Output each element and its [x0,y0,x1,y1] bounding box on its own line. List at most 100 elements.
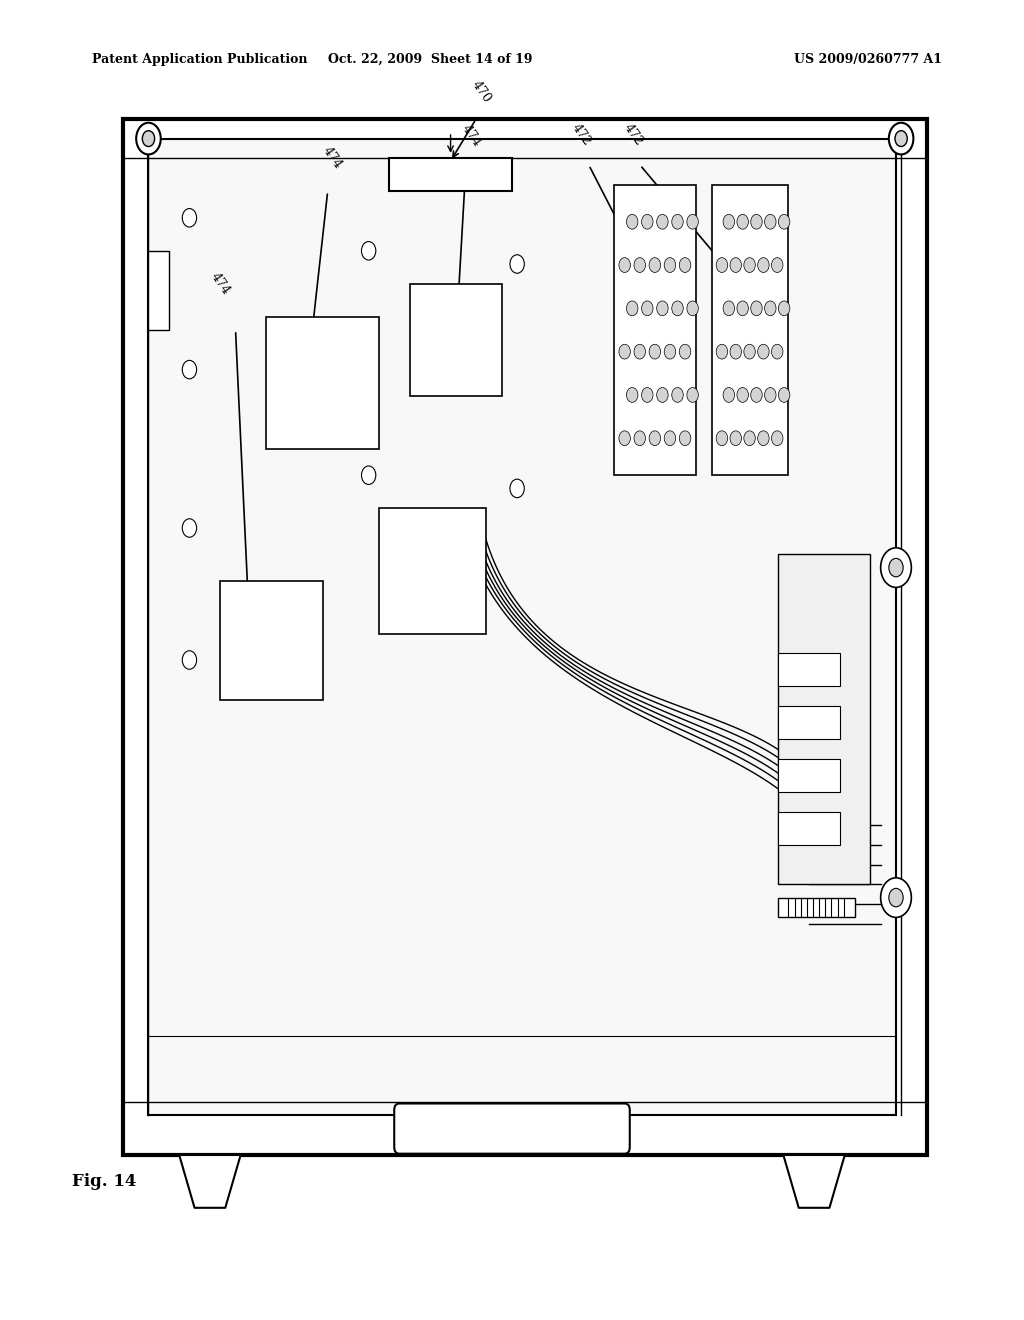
Circle shape [723,388,734,403]
Circle shape [737,301,749,315]
Text: 474: 474 [208,271,232,297]
FancyBboxPatch shape [778,653,840,686]
Circle shape [618,257,631,272]
Circle shape [665,257,676,272]
FancyBboxPatch shape [123,119,927,1155]
Circle shape [136,123,161,154]
Circle shape [679,345,691,359]
Text: 470: 470 [469,79,494,106]
FancyBboxPatch shape [778,554,870,884]
Circle shape [634,345,645,359]
FancyBboxPatch shape [778,812,840,845]
Circle shape [649,257,660,272]
Text: 474: 474 [459,123,483,149]
Circle shape [687,388,698,403]
Circle shape [642,214,653,230]
FancyBboxPatch shape [778,898,855,917]
FancyBboxPatch shape [220,581,323,700]
Circle shape [771,257,783,272]
Circle shape [656,388,668,403]
Circle shape [723,214,734,230]
Circle shape [778,388,790,403]
Circle shape [716,257,728,272]
Circle shape [758,430,769,446]
Circle shape [618,430,631,446]
Circle shape [361,466,376,484]
Circle shape [743,430,756,446]
FancyBboxPatch shape [266,317,379,449]
Circle shape [730,430,741,446]
Circle shape [716,345,728,359]
Circle shape [182,519,197,537]
Polygon shape [783,1155,845,1208]
Circle shape [679,257,691,272]
FancyBboxPatch shape [712,185,788,475]
Text: 472: 472 [621,121,645,148]
Text: 474: 474 [321,145,345,172]
Circle shape [771,430,783,446]
Circle shape [627,388,638,403]
Circle shape [895,131,907,147]
Circle shape [751,301,762,315]
Circle shape [778,301,790,315]
Circle shape [510,479,524,498]
Circle shape [687,214,698,230]
Circle shape [737,214,749,230]
Circle shape [751,388,762,403]
Circle shape [723,301,734,315]
Circle shape [142,131,155,147]
Circle shape [771,345,783,359]
Circle shape [737,388,749,403]
Circle shape [665,430,676,446]
FancyBboxPatch shape [148,139,896,1115]
Circle shape [510,255,524,273]
Circle shape [642,388,653,403]
Circle shape [182,360,197,379]
Circle shape [778,214,790,230]
Text: US 2009/0260777 A1: US 2009/0260777 A1 [794,53,942,66]
FancyBboxPatch shape [410,284,502,396]
FancyBboxPatch shape [379,508,486,634]
Circle shape [182,209,197,227]
FancyBboxPatch shape [394,1104,630,1154]
Text: Patent Application Publication: Patent Application Publication [92,53,307,66]
Circle shape [765,214,776,230]
Circle shape [730,257,741,272]
FancyBboxPatch shape [148,251,169,330]
Circle shape [758,257,769,272]
Circle shape [730,345,741,359]
Circle shape [656,301,668,315]
Circle shape [889,558,903,577]
Circle shape [672,388,683,403]
Text: 472: 472 [569,121,594,148]
Circle shape [889,888,903,907]
Circle shape [634,430,645,446]
Circle shape [627,301,638,315]
Circle shape [743,345,756,359]
Circle shape [627,214,638,230]
Circle shape [642,301,653,315]
Circle shape [649,345,660,359]
Circle shape [765,301,776,315]
Circle shape [649,430,660,446]
Circle shape [881,878,911,917]
Circle shape [881,548,911,587]
FancyBboxPatch shape [778,706,840,739]
Circle shape [361,242,376,260]
Circle shape [751,214,762,230]
Circle shape [889,123,913,154]
Circle shape [679,430,691,446]
Circle shape [743,257,756,272]
Circle shape [758,345,769,359]
Circle shape [687,301,698,315]
Circle shape [656,214,668,230]
Circle shape [765,388,776,403]
Text: Fig. 14: Fig. 14 [72,1173,136,1189]
Circle shape [716,430,728,446]
Text: Oct. 22, 2009  Sheet 14 of 19: Oct. 22, 2009 Sheet 14 of 19 [328,53,532,66]
Circle shape [182,651,197,669]
FancyBboxPatch shape [614,185,696,475]
Circle shape [618,345,631,359]
Circle shape [665,345,676,359]
Circle shape [634,257,645,272]
